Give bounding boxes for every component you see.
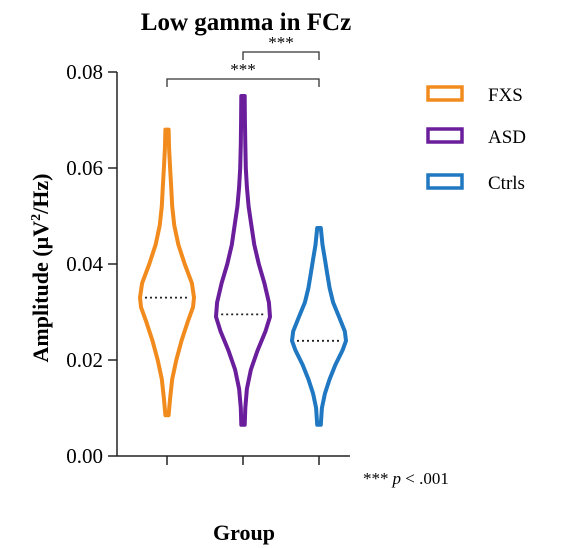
y-tick-label: 0.06 — [66, 156, 103, 180]
significance-note: *** p < .001 — [363, 469, 449, 488]
y-tick-label: 0.02 — [66, 348, 103, 372]
legend-swatch-fxs — [426, 85, 464, 102]
significance-bracket — [242, 51, 320, 60]
legend-label-fxs: FXS — [488, 85, 523, 106]
significance-bracket — [166, 78, 320, 87]
legend-label-asd: ASD — [488, 127, 526, 148]
y-axis-label: Amplitude (µV2/Hz) — [28, 174, 53, 363]
violin-fxs — [138, 127, 196, 418]
significance-brackets: *** *** — [166, 33, 320, 87]
significance-label: *** — [230, 60, 256, 79]
x-axis-label: Group — [213, 520, 275, 545]
violin-ctrls — [290, 226, 348, 427]
legend-swatch-asd — [426, 127, 464, 144]
y-tick-label: 0.00 — [66, 444, 103, 468]
x-axis — [117, 455, 350, 465]
chart-title: Low gamma in FCz — [141, 9, 351, 36]
legend-label-ctrls: Ctrls — [488, 173, 525, 194]
y-tick-label: 0.08 — [66, 60, 103, 84]
legend-swatch-ctrls — [426, 173, 464, 190]
y-tick-label: 0.04 — [66, 252, 103, 276]
legend: FXS ASD Ctrls — [426, 85, 526, 194]
significance-label: *** — [268, 33, 294, 52]
y-axis: 0.00 0.02 0.04 0.06 0.08 — [66, 60, 118, 468]
violin-asd — [214, 94, 272, 427]
violins — [138, 94, 348, 427]
